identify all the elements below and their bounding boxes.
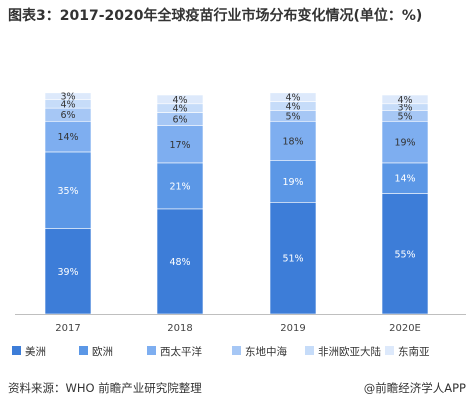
bar-segment (44, 120, 92, 153)
data-label: 19% (282, 177, 303, 188)
bar-segment (381, 193, 429, 315)
data-label: 14% (57, 132, 78, 143)
data-label: 48% (169, 257, 190, 268)
bar-segment (44, 151, 92, 229)
bar-segment (44, 228, 92, 315)
bar-segment (156, 125, 204, 164)
legend-swatch (305, 346, 314, 355)
data-label: 4% (285, 101, 300, 112)
data-label: 21% (169, 181, 190, 192)
legend-label: 西太平洋 (160, 345, 202, 358)
data-label: 55% (394, 249, 415, 260)
data-label: 6% (172, 115, 187, 126)
x-tick-label: 2020E (389, 323, 421, 334)
data-label: 17% (169, 140, 190, 151)
data-label: 51% (282, 254, 303, 265)
legend-swatch (147, 346, 156, 355)
x-tick-label: 2018 (167, 323, 192, 334)
bar-segment (269, 160, 317, 203)
x-tick-label: 2017 (55, 323, 80, 334)
bar-segment (156, 208, 204, 315)
bar-segment (156, 162, 204, 210)
legend-label: 欧洲 (92, 346, 113, 358)
data-label: 39% (57, 267, 78, 278)
data-label: 4% (397, 95, 412, 106)
bar-segment (44, 92, 92, 100)
brand-label: @前瞻经济学人APP (363, 381, 466, 395)
data-label: 4% (172, 104, 187, 115)
bar-segment (156, 94, 204, 105)
data-label: 14% (394, 174, 415, 185)
chart-title: 图表3：2017-2020年全球疫苗行业市场分布变化情况(单位：%) (8, 8, 423, 24)
legend-label: 东地中海 (245, 345, 287, 358)
data-label: 4% (285, 93, 300, 104)
source-note: 资料来源：WHO 前瞻产业研究院整理 (8, 381, 202, 395)
legend-swatch (12, 346, 21, 355)
data-label: 6% (60, 110, 75, 121)
data-label: 5% (285, 111, 300, 122)
x-tick-label: 2019 (280, 323, 305, 334)
legend-label: 东南亚 (398, 345, 430, 358)
legend-label: 美洲 (25, 345, 46, 358)
legend-label: 非洲欧亚大陆 (318, 345, 381, 358)
legend-swatch (385, 346, 394, 355)
data-label: 4% (60, 99, 75, 110)
data-label: 18% (282, 136, 303, 147)
data-label: 4% (172, 95, 187, 106)
data-label: 35% (57, 186, 78, 197)
bar-segment (381, 162, 429, 194)
data-label: 5% (397, 111, 412, 122)
bar-segment (269, 120, 317, 161)
legend-swatch (232, 346, 241, 355)
legend-swatch (79, 346, 88, 355)
bar-segment (381, 94, 429, 105)
data-label: 3% (397, 103, 412, 114)
bar-segment (381, 120, 429, 164)
data-label: 19% (394, 138, 415, 149)
data-label: 3% (60, 92, 75, 103)
bar-segment (269, 92, 317, 102)
